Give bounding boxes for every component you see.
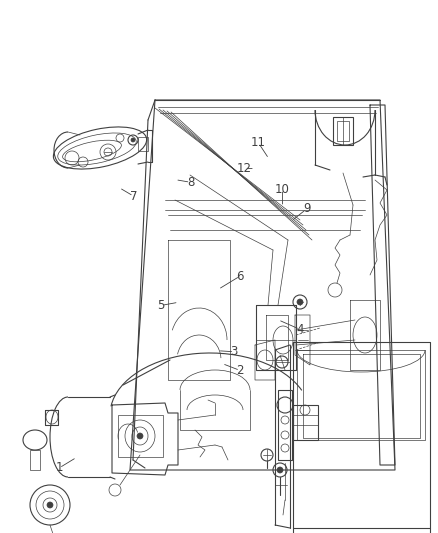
Bar — [138, 137, 148, 151]
Bar — [30, 450, 40, 470]
Text: 9: 9 — [303, 203, 311, 215]
Text: 5: 5 — [158, 299, 165, 312]
Circle shape — [277, 467, 283, 473]
Text: 6: 6 — [236, 270, 244, 282]
Circle shape — [137, 433, 143, 439]
Text: 1: 1 — [55, 462, 63, 474]
Text: 12: 12 — [237, 162, 252, 175]
Circle shape — [297, 299, 303, 305]
Circle shape — [131, 138, 135, 142]
Bar — [118, 415, 163, 457]
Text: 4: 4 — [296, 323, 304, 336]
Bar — [278, 390, 292, 460]
Text: 11: 11 — [251, 136, 266, 149]
Text: 3: 3 — [231, 345, 238, 358]
Circle shape — [47, 502, 53, 508]
Text: 10: 10 — [275, 183, 290, 196]
Text: 2: 2 — [236, 364, 244, 377]
Text: 7: 7 — [130, 190, 138, 203]
Bar — [293, 405, 318, 440]
Text: 8: 8 — [187, 176, 194, 189]
Bar — [337, 121, 349, 141]
Bar — [333, 117, 353, 145]
